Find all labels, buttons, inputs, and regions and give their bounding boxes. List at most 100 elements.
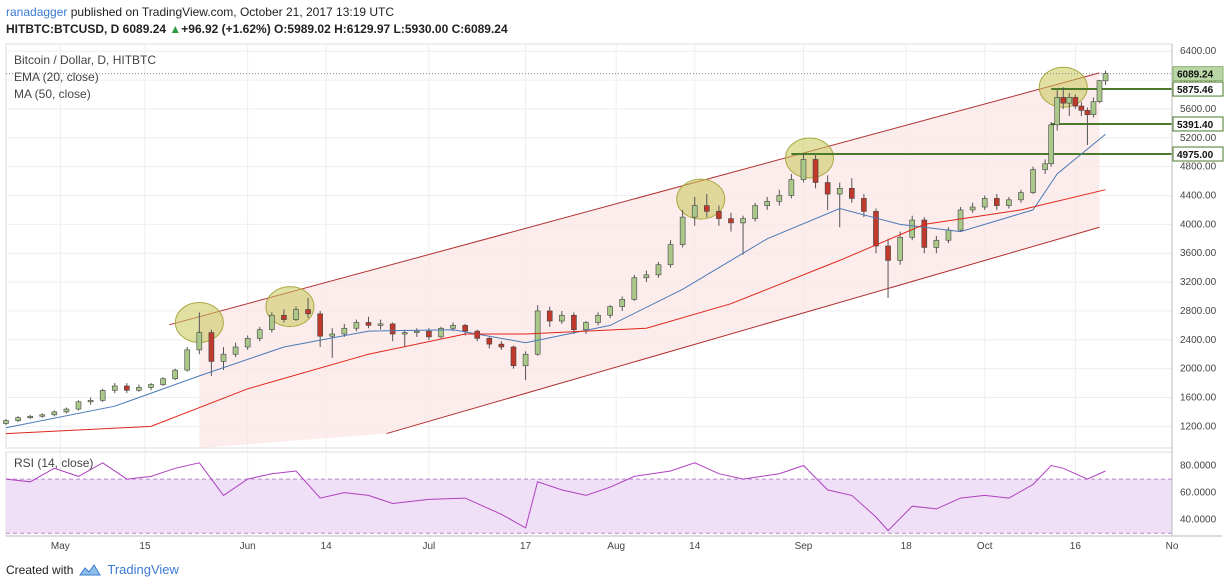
candle-body <box>619 299 626 307</box>
up-arrow-icon: ▲ <box>169 22 182 36</box>
candle-body <box>39 414 46 417</box>
y-tick-label: 3200.00 <box>1180 277 1217 288</box>
channel-lower-line <box>386 226 1100 435</box>
rsi-tick-label: 40.0000 <box>1180 515 1217 526</box>
rsi-label: RSI (14, close) <box>14 456 93 470</box>
chart-title: Bitcoin / Dollar, D, HITBTC <box>14 53 156 67</box>
candle-body <box>897 237 903 261</box>
candle-body <box>63 408 70 413</box>
header-line-1: ranadagger published on TradingView.com,… <box>6 4 394 20</box>
candle-body <box>1066 97 1073 104</box>
candle-body <box>534 310 541 355</box>
candle-body <box>945 229 952 241</box>
rsi-pane <box>5 462 1172 534</box>
y-tick-label: 3600.00 <box>1180 248 1217 259</box>
candle-body <box>1072 97 1079 107</box>
candle-body <box>353 322 360 329</box>
candle-body <box>1084 110 1091 116</box>
candle-body <box>800 159 807 180</box>
close-label: C: <box>451 22 465 36</box>
candle-body <box>329 333 336 337</box>
candle-body <box>269 314 275 330</box>
candle-body <box>244 338 251 348</box>
x-tick-label: Jun <box>240 541 256 552</box>
x-tick-label: Oct <box>977 541 993 552</box>
candle-body <box>317 313 323 337</box>
y-tick-label: 4400.00 <box>1180 191 1217 202</box>
candle-body <box>136 387 142 391</box>
x-tick-label: 14 <box>689 541 701 552</box>
author-link[interactable]: ranadagger <box>6 5 68 19</box>
candle-body <box>401 332 408 335</box>
candle-body <box>716 211 722 219</box>
candle-body <box>849 187 855 199</box>
candle-body <box>861 198 867 212</box>
candle-body <box>776 195 783 202</box>
candle-body <box>595 314 601 323</box>
open-label: O: <box>274 22 288 36</box>
x-tick-label: Aug <box>607 541 625 552</box>
candle-body <box>1048 124 1054 165</box>
candle-body <box>969 206 976 211</box>
candle-body <box>764 200 771 206</box>
x-tick-label: Sep <box>795 541 813 552</box>
last-price-box <box>1172 66 1224 82</box>
candle-body <box>691 205 698 218</box>
candle-body <box>933 239 940 248</box>
candle-body <box>667 244 674 266</box>
chart-legend: Bitcoin / Dollar, D, HITBTC EMA (20, clo… <box>14 53 156 470</box>
candle-body <box>75 401 82 410</box>
header-line-2: HITBTC:BTCUSD, D 6089.24 ▲+96.92 (+1.62%… <box>6 21 508 37</box>
x-tick-label: May <box>51 541 70 552</box>
low-value: 5930.00 <box>404 22 449 36</box>
candle-body <box>1006 199 1012 206</box>
tradingview-logo-icon <box>79 563 102 575</box>
y-tick-label: 2400.00 <box>1180 335 1217 346</box>
ema-line <box>5 133 1106 429</box>
symbol-label: HITBTC:BTCUSD, D <box>6 22 120 36</box>
candle-body <box>643 274 650 279</box>
candle-body <box>522 353 529 367</box>
candle-body <box>655 264 662 276</box>
candle-body <box>305 309 311 315</box>
x-tick-label: Jul <box>423 541 436 552</box>
level-label-box <box>1172 81 1224 97</box>
y-tick-label: 5200.00 <box>1180 133 1217 144</box>
x-tick-label: 14 <box>321 541 333 552</box>
channel-upper-line <box>169 72 1100 326</box>
candle-body <box>752 205 758 219</box>
rsi-tick-label: 60.0000 <box>1180 488 1217 499</box>
level-label-box <box>1172 116 1224 132</box>
candle-body <box>377 323 384 326</box>
candle-body <box>438 327 444 338</box>
level-label-box <box>1172 146 1224 162</box>
price-change: +96.92 (+1.62%) <box>181 22 271 36</box>
candle-body <box>462 325 468 332</box>
low-label: L: <box>393 22 405 36</box>
candle-body <box>1054 97 1061 126</box>
level-label: 5875.46 <box>1177 85 1214 96</box>
moving-averages <box>5 133 1106 435</box>
rsi-tick-label: 80.0000 <box>1180 461 1217 472</box>
candle-body <box>196 332 203 351</box>
candle-body <box>1096 80 1103 103</box>
candle-body <box>607 306 613 316</box>
candle-body <box>510 346 517 367</box>
highlight-ellipse <box>785 137 835 179</box>
candle-body <box>281 314 287 320</box>
candle-body <box>99 389 106 401</box>
candle-body <box>1090 101 1097 116</box>
rsi-line <box>5 462 1106 532</box>
tradingview-link[interactable]: TradingView <box>107 562 179 577</box>
last-price: 6089.24 <box>122 22 167 36</box>
candle-body <box>389 323 396 335</box>
created-with-text: Created with <box>6 562 74 577</box>
horizontal-levels <box>6 73 1172 156</box>
candle-body <box>111 385 118 391</box>
close-value: 6089.24 <box>464 22 508 36</box>
highlight-ellipse <box>265 286 315 328</box>
high-label: H: <box>334 22 347 36</box>
candle-body <box>365 322 372 326</box>
candle-body <box>704 205 710 212</box>
